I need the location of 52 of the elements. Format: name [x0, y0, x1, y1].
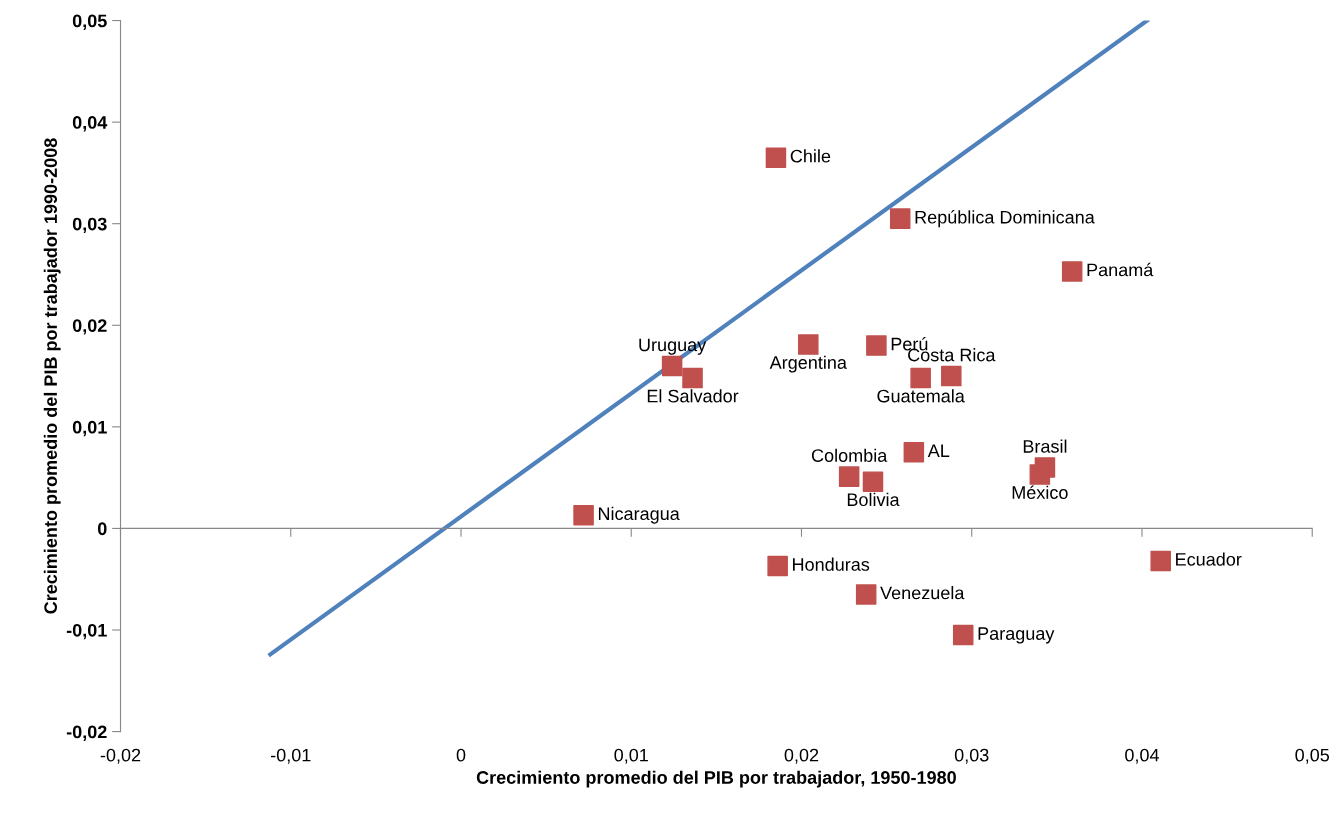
y-tick-label: 0,02	[72, 319, 107, 335]
x-tick-label: 0,04	[1125, 748, 1160, 764]
x-tick-label: 0	[456, 748, 466, 762]
point	[952, 624, 974, 646]
point	[661, 355, 683, 377]
x-tick-label: 0,03	[954, 748, 989, 764]
point	[573, 504, 594, 526]
data-label: México	[1012, 485, 1068, 499]
point	[767, 555, 788, 577]
data-label: Chile	[790, 149, 831, 163]
data-label: Colombia	[811, 448, 888, 462]
data-label: Brasil	[1023, 439, 1067, 453]
data-label: Panamá	[1087, 262, 1154, 277]
point	[682, 367, 703, 389]
point	[866, 335, 887, 356]
y-axis-title: Crecimiento promedio del PIB por trabajador 1990-2008	[43, 138, 61, 614]
point	[1029, 464, 1051, 485]
point	[838, 466, 860, 487]
point	[798, 334, 819, 355]
point	[765, 147, 787, 168]
data-label: Ecuador	[1176, 552, 1242, 566]
x-tick-label: -0,02	[100, 748, 141, 764]
data-label: Argentina	[769, 355, 847, 373]
y-tick-label: 0,04	[72, 116, 108, 132]
x-tick-label: 0,05	[1295, 748, 1330, 764]
x-tick-label: -0,01	[270, 748, 311, 764]
x-axis-title: Crecimiento promedio del PIB por trabajador, 1950-1980	[476, 770, 956, 788]
x-tick-label: 0,01	[614, 748, 648, 764]
data-label: Nicaragua	[598, 506, 680, 524]
data-label: Honduras	[793, 557, 870, 571]
x-tick-label: 0,02	[784, 748, 819, 764]
data-label: Venezuela	[880, 586, 965, 600]
point	[910, 367, 931, 389]
y-tick-label: 0	[97, 522, 107, 536]
point	[941, 365, 962, 387]
point	[1150, 550, 1171, 572]
point	[862, 471, 884, 492]
data-label: AL	[927, 444, 950, 457]
y-tick-label: 0,03	[72, 217, 107, 234]
data-label: El Salvador	[647, 389, 739, 403]
y-tick-label: 0,01	[72, 420, 107, 437]
data-label: Bolivia	[847, 492, 900, 507]
data-label: Paraguay	[978, 627, 1055, 644]
data-label: Guatemala	[877, 389, 965, 403]
y-tick-label: -0,01	[66, 623, 107, 640]
y-tick-label: -0,02	[66, 725, 107, 741]
point	[903, 441, 925, 463]
data-label: República Dominicana	[915, 210, 1095, 228]
y-tick-label: 0,05	[72, 14, 107, 30]
point	[855, 584, 877, 605]
point	[1061, 261, 1083, 282]
point	[889, 208, 911, 229]
